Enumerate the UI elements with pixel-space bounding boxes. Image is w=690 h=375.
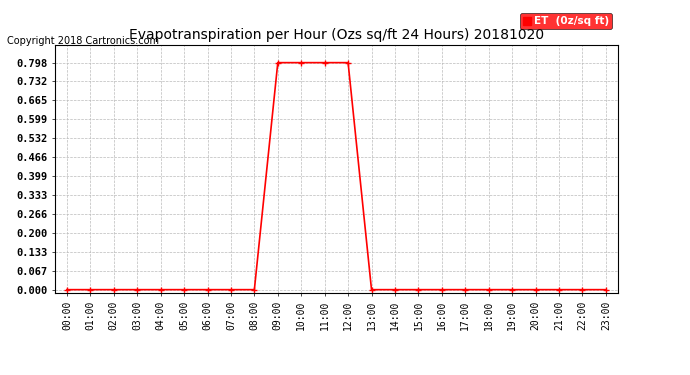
Text: Copyright 2018 Cartronics.com: Copyright 2018 Cartronics.com bbox=[7, 36, 159, 46]
Title: Evapotranspiration per Hour (Ozs sq/ft 24 Hours) 20181020: Evapotranspiration per Hour (Ozs sq/ft 2… bbox=[129, 28, 544, 42]
Legend: ET  (0z/sq ft): ET (0z/sq ft) bbox=[520, 13, 612, 29]
